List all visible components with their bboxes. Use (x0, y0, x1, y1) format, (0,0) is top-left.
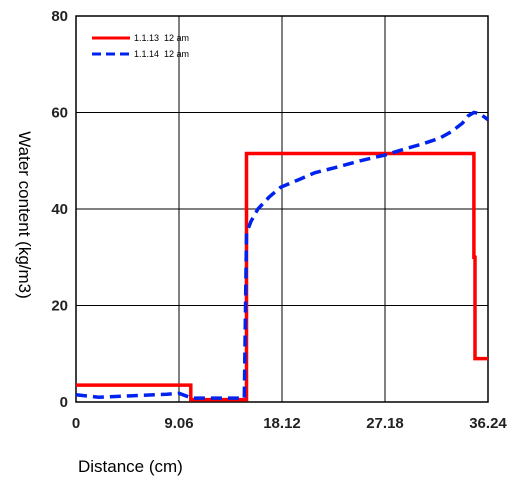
y-tick-label: 0 (60, 394, 68, 411)
series-line-2 (75, 110, 490, 400)
legend-label-series-1: 1.1.13 12 am (134, 33, 189, 43)
y-tick-label: 80 (51, 8, 68, 25)
grid-lines (76, 16, 488, 402)
y-axis-title: Water content (kg/m3) (15, 131, 34, 299)
legend-label-series-2: 1.1.14 12 am (134, 49, 189, 59)
y-tick-label: 60 (51, 105, 68, 122)
x-tick-label: 9.06 (164, 415, 193, 432)
tick-labels: 0 9.06 18.12 27.18 36.24 0 20 40 60 80 (51, 8, 507, 432)
x-tick-label: 27.18 (366, 415, 404, 432)
x-axis-title: Distance (cm) (78, 457, 183, 476)
x-tick-label: 0 (72, 415, 80, 432)
series-line-1 (76, 151, 488, 402)
series-layer (75, 110, 490, 402)
plot-frame (75, 15, 489, 403)
x-tick-label: 36.24 (469, 415, 507, 432)
y-tick-label: 40 (51, 201, 68, 218)
legend: 1.1.13 12 am 1.1.14 12 am (92, 33, 189, 59)
y-tick-label: 20 (51, 298, 68, 315)
x-tick-label: 18.12 (263, 415, 301, 432)
